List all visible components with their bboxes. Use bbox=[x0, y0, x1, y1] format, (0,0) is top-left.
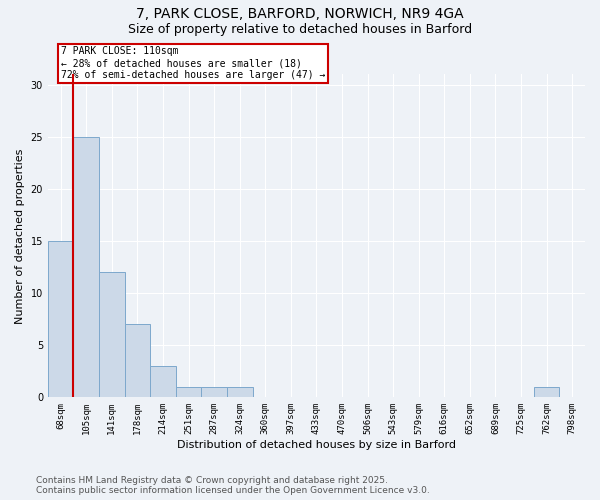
Bar bbox=[73, 137, 99, 398]
X-axis label: Distribution of detached houses by size in Barford: Distribution of detached houses by size … bbox=[177, 440, 456, 450]
Text: 7, PARK CLOSE, BARFORD, NORWICH, NR9 4GA: 7, PARK CLOSE, BARFORD, NORWICH, NR9 4GA bbox=[136, 8, 464, 22]
Bar bbox=[99, 272, 125, 398]
Text: 7 PARK CLOSE: 110sqm
← 28% of detached houses are smaller (18)
72% of semi-detac: 7 PARK CLOSE: 110sqm ← 28% of detached h… bbox=[61, 46, 325, 80]
Text: Contains HM Land Registry data © Crown copyright and database right 2025.
Contai: Contains HM Land Registry data © Crown c… bbox=[36, 476, 430, 495]
Bar bbox=[125, 324, 150, 398]
Text: Size of property relative to detached houses in Barford: Size of property relative to detached ho… bbox=[128, 22, 472, 36]
Bar bbox=[202, 387, 227, 398]
Bar bbox=[176, 387, 202, 398]
Bar bbox=[150, 366, 176, 398]
Y-axis label: Number of detached properties: Number of detached properties bbox=[15, 148, 25, 324]
Bar bbox=[227, 387, 253, 398]
Bar bbox=[48, 241, 73, 398]
Bar bbox=[534, 387, 559, 398]
